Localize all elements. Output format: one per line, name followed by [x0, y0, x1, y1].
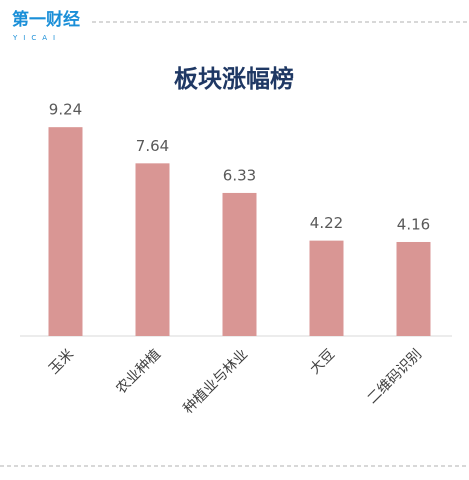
value-label: 4.16	[397, 215, 430, 233]
logo-sub: YICAI	[12, 34, 61, 42]
value-label: 9.24	[49, 101, 82, 119]
x-tick-label: 二维码识别	[364, 346, 425, 407]
x-tick-label: 种植业与林业	[180, 346, 251, 417]
x-tick-label: 农业种植	[113, 346, 164, 397]
bar	[48, 127, 83, 337]
bar	[135, 163, 170, 336]
x-tick-label: 大豆	[307, 346, 338, 377]
bar	[222, 192, 257, 336]
value-label: 7.64	[136, 137, 169, 155]
bar	[309, 240, 344, 336]
bar	[396, 241, 431, 336]
logo-name: 第一财经	[12, 9, 80, 30]
x-tick-label: 玉米	[46, 346, 77, 377]
value-label: 6.33	[223, 166, 256, 184]
value-label: 4.22	[310, 214, 343, 232]
chart-title: 板块涨幅榜	[174, 65, 294, 93]
